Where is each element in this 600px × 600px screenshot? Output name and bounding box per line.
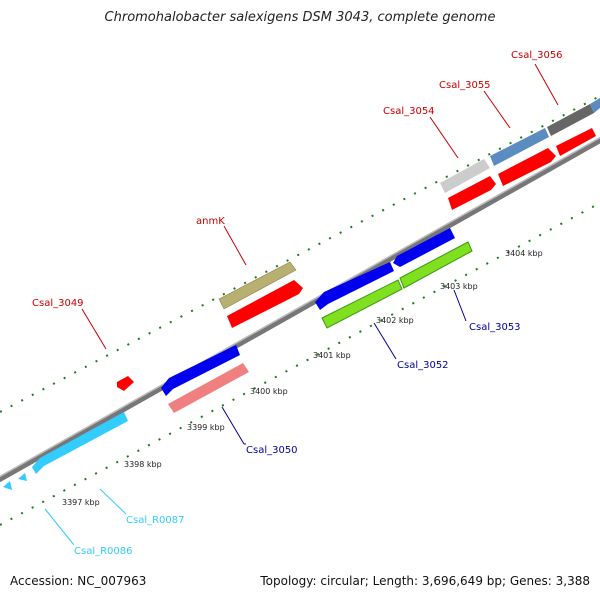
gene-csal-3054[interactable] <box>440 159 490 193</box>
label-csal-r0086: Csal_R0086 <box>74 546 133 557</box>
label-csal-3056: Csal_3056 <box>511 50 563 61</box>
tick-label-3401: 3401 kbp <box>313 351 351 360</box>
gene-csal-3053[interactable] <box>399 241 473 289</box>
gene-csal-3052[interactable] <box>321 279 403 329</box>
gene-steel-right[interactable] <box>590 98 600 113</box>
label-csal-r0087: Csal_R0087 <box>126 515 185 526</box>
gene-csal-3050[interactable] <box>168 363 249 413</box>
label-anmk: anmK <box>196 216 225 227</box>
gene-red-3051[interactable] <box>227 280 303 328</box>
tick-label-3397: 3397 kbp <box>62 498 100 507</box>
label-csal-3050: Csal_3050 <box>246 445 298 456</box>
label-csal-3053: Csal_3053 <box>469 322 521 333</box>
tick-label-3403: 3403 kbp <box>440 282 478 291</box>
gene-csal-r0086-b[interactable] <box>3 481 12 490</box>
gene-labels: Csal_3049 anmK Csal_3054 Csal_3055 Csal_… <box>32 50 563 557</box>
gene-anmk[interactable] <box>218 261 297 310</box>
tick-label-3402: 3402 kbp <box>376 316 414 325</box>
label-csal-3052: Csal_3052 <box>397 360 449 371</box>
gene-blue-3053a[interactable] <box>393 228 455 267</box>
gene-blue-3050a[interactable] <box>161 345 240 396</box>
gene-red-3055b[interactable] <box>498 148 556 186</box>
tick-label-3398: 3398 kbp <box>124 460 162 469</box>
reverse-features <box>3 228 473 490</box>
tick-label-3399: 3399 kbp <box>187 423 225 432</box>
tick-labels: 3397 kbp 3398 kbp 3399 kbp 3400 kbp 3401… <box>62 249 543 507</box>
gene-csal-3055[interactable] <box>490 128 549 166</box>
gene-csal-r0087[interactable] <box>32 412 128 474</box>
tick-label-3404: 3404 kbp <box>505 249 543 258</box>
gene-csal-r0086-a[interactable] <box>18 473 27 481</box>
gene-csal-3049[interactable] <box>117 376 134 391</box>
genome-summary: Topology: circular; Length: 3,696,649 bp… <box>260 574 590 588</box>
label-csal-3049: Csal_3049 <box>32 298 84 309</box>
gene-csal-3056[interactable] <box>547 104 594 136</box>
gene-blue-3052a[interactable] <box>315 262 394 310</box>
backbone <box>0 136 600 483</box>
forward-features <box>117 98 600 391</box>
tick-label-3400: 3400 kbp <box>250 387 288 396</box>
outer-tick-track <box>0 95 600 413</box>
accession-text: Accession: NC_007963 <box>10 574 147 588</box>
map-title: Chromohalobacter salexigens DSM 3043, co… <box>104 10 496 25</box>
label-csal-3055: Csal_3055 <box>439 80 491 91</box>
gene-red-3056b[interactable] <box>556 128 596 156</box>
leader-lines <box>44 63 559 546</box>
label-csal-3054: Csal_3054 <box>383 106 435 117</box>
gene-red-3054b[interactable] <box>448 176 496 210</box>
